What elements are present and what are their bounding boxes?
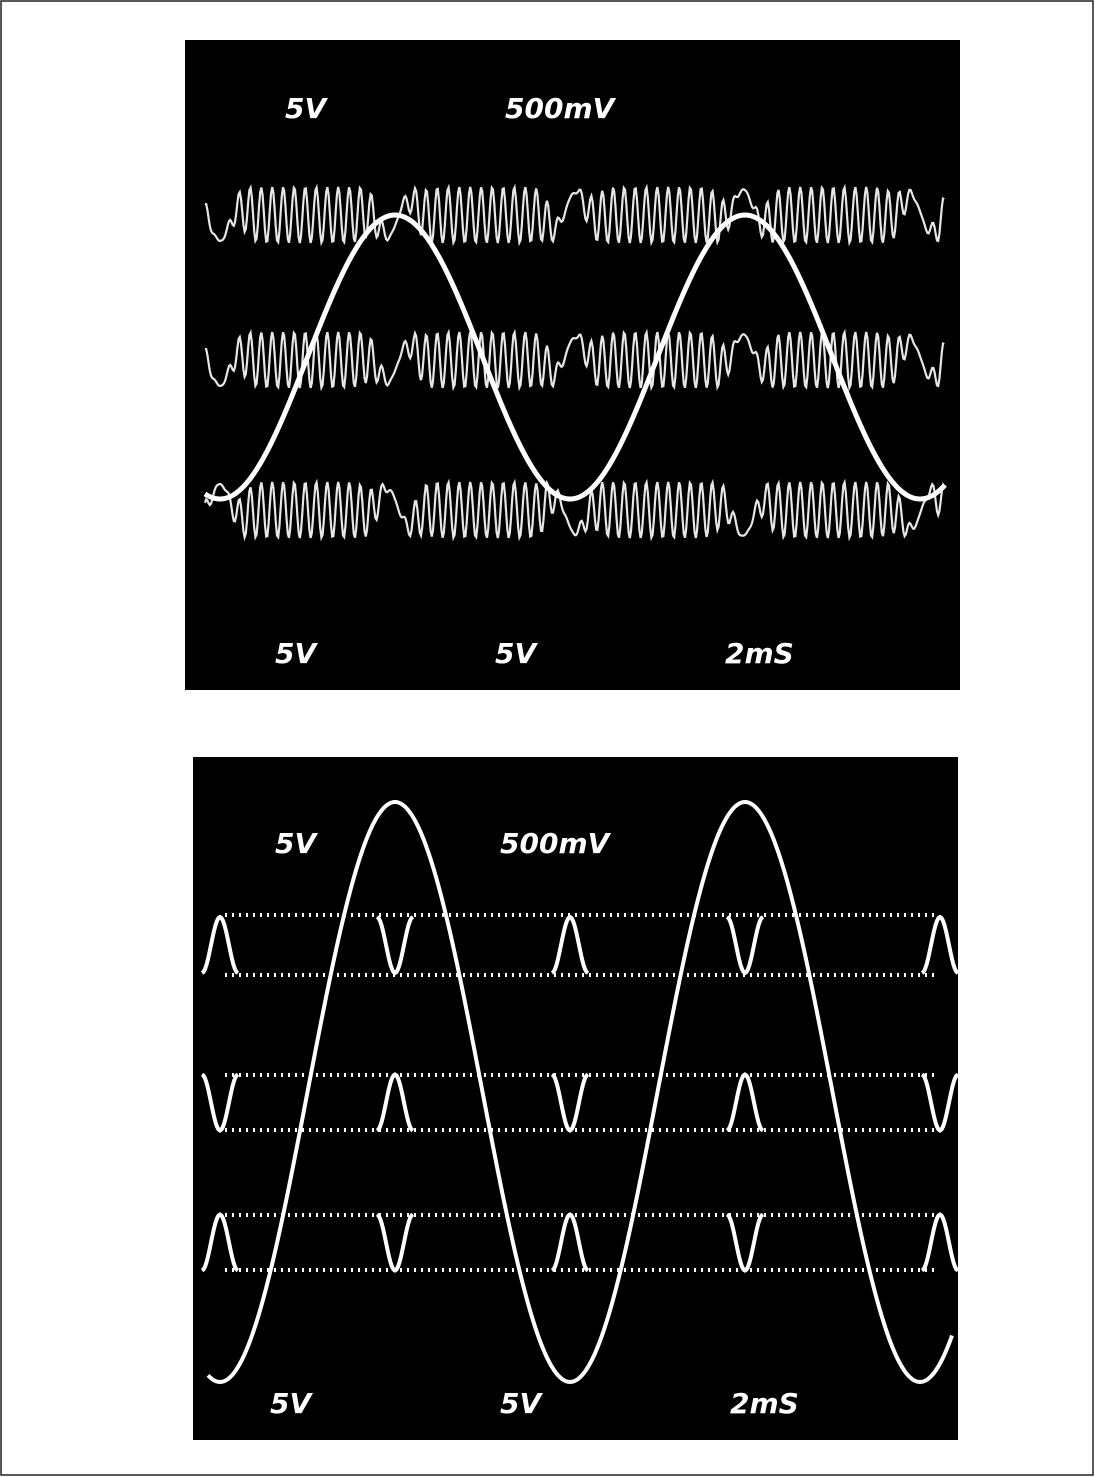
- signal-trace: [204, 183, 945, 247]
- pulse: [200, 1212, 240, 1273]
- signal-trace: [203, 478, 946, 542]
- pulse: [200, 914, 240, 975]
- pulse: [920, 1072, 960, 1133]
- channel-label: 500mV: [505, 92, 617, 125]
- sine-trace: [206, 800, 954, 1385]
- channel-label: 5V: [495, 637, 538, 670]
- pulse: [920, 1212, 960, 1273]
- pulse: [550, 1212, 590, 1273]
- pulse: [725, 1072, 765, 1133]
- channel-label: 5V: [275, 637, 318, 670]
- channel-label: 5V: [275, 827, 318, 860]
- channel-label: 5V: [500, 1387, 543, 1420]
- pulse: [375, 915, 415, 976]
- sine-trace: [203, 212, 947, 502]
- scope-panel: [193, 757, 958, 1440]
- pulse: [920, 914, 960, 975]
- pulse: [375, 1072, 415, 1133]
- pulse: [375, 1212, 415, 1273]
- channel-label: 500mV: [500, 827, 612, 860]
- timebase-label: 2mS: [725, 637, 794, 670]
- pulse: [725, 1212, 765, 1273]
- pulse: [550, 1072, 590, 1133]
- pulse: [200, 1072, 240, 1133]
- signal-trace: [204, 328, 945, 392]
- channel-label: 5V: [270, 1387, 313, 1420]
- pulse: [550, 914, 590, 975]
- pulse: [725, 915, 765, 976]
- channel-label: 5V: [285, 92, 328, 125]
- timebase-label: 2mS: [730, 1387, 799, 1420]
